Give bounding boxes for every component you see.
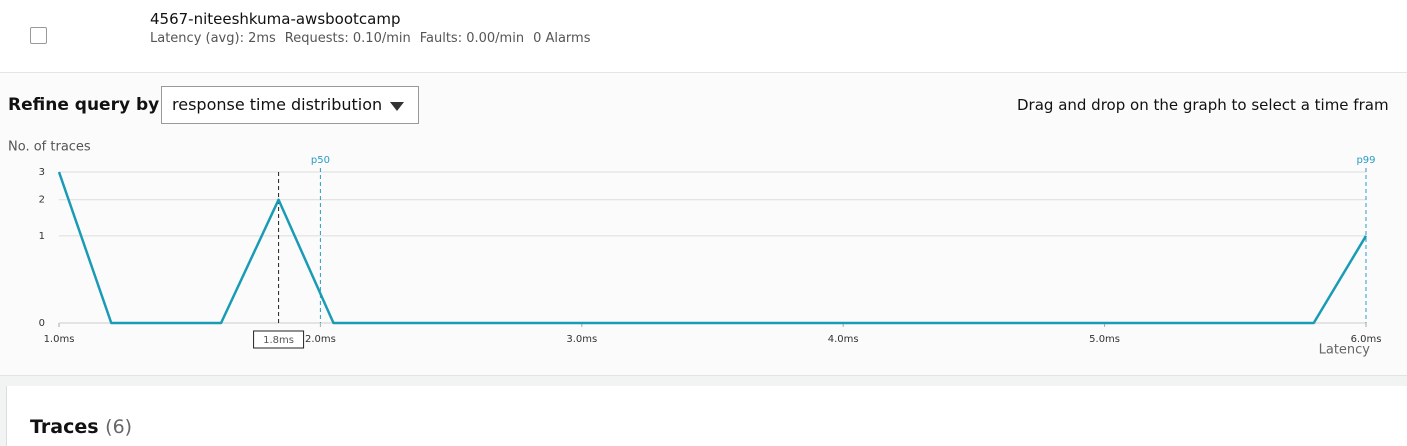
y-axis-label: No. of traces <box>8 140 91 155</box>
hover-box <box>253 330 305 349</box>
checkbox[interactable] <box>30 27 47 44</box>
traces-title: Traces (6) <box>30 416 132 438</box>
alarms: 0 Alarms <box>533 31 591 46</box>
service-stats: Latency (avg): 2ms Requests: 0.10/min Faul… <box>150 31 600 46</box>
traces-card <box>6 386 1407 446</box>
chart[interactable]: No. of traces Latency 0 1 2 3 1.0ms 2.0ms 3.0m… <box>0 140 1407 375</box>
x-tick-label: 5.0ms <box>1089 334 1120 345</box>
y-tick-label: 3 <box>39 167 45 178</box>
dropdown-arrow <box>390 102 404 111</box>
y-tick-label: 1 <box>39 231 45 242</box>
faults: Faults: 0.00/min <box>419 31 525 46</box>
dropdown[interactable]: response time distribution <box>161 86 419 124</box>
dropdown-value: response time distribution <box>172 95 383 114</box>
traces-heading: Traces <box>30 416 99 438</box>
x-tick-label: 3.0ms <box>566 334 597 345</box>
service-name[interactable]: 4567-niteeshkuma-awsbootcamp <box>150 10 401 28</box>
x-tick-label: 2.0ms <box>305 334 336 345</box>
percentile-label: p99 <box>1356 155 1375 166</box>
x-tick-label: 1.0ms <box>44 334 75 345</box>
series-line <box>57 171 1368 325</box>
x-axis-label: Latency <box>1319 343 1371 358</box>
service-row: 4567-niteeshkuma-awsbootcamp Latency (av… <box>0 0 1407 73</box>
refine-label: Refine query by <box>8 95 160 115</box>
traces-count: (6) <box>105 416 133 438</box>
x-tick-label: 4.0ms <box>828 334 859 345</box>
x-tick-label: 6.0ms <box>1351 334 1382 345</box>
y-tick-label: 0 <box>39 318 45 329</box>
y-tick-label: 2 <box>39 195 45 206</box>
percentile-label: p50 <box>311 155 330 166</box>
requests: Requests: 0.10/min <box>284 31 411 46</box>
latency: Latency (avg): 2ms <box>150 31 276 46</box>
hover-label: 1.8ms <box>263 335 294 346</box>
hint: Drag and drop on the graph to select a t… <box>1017 96 1389 114</box>
